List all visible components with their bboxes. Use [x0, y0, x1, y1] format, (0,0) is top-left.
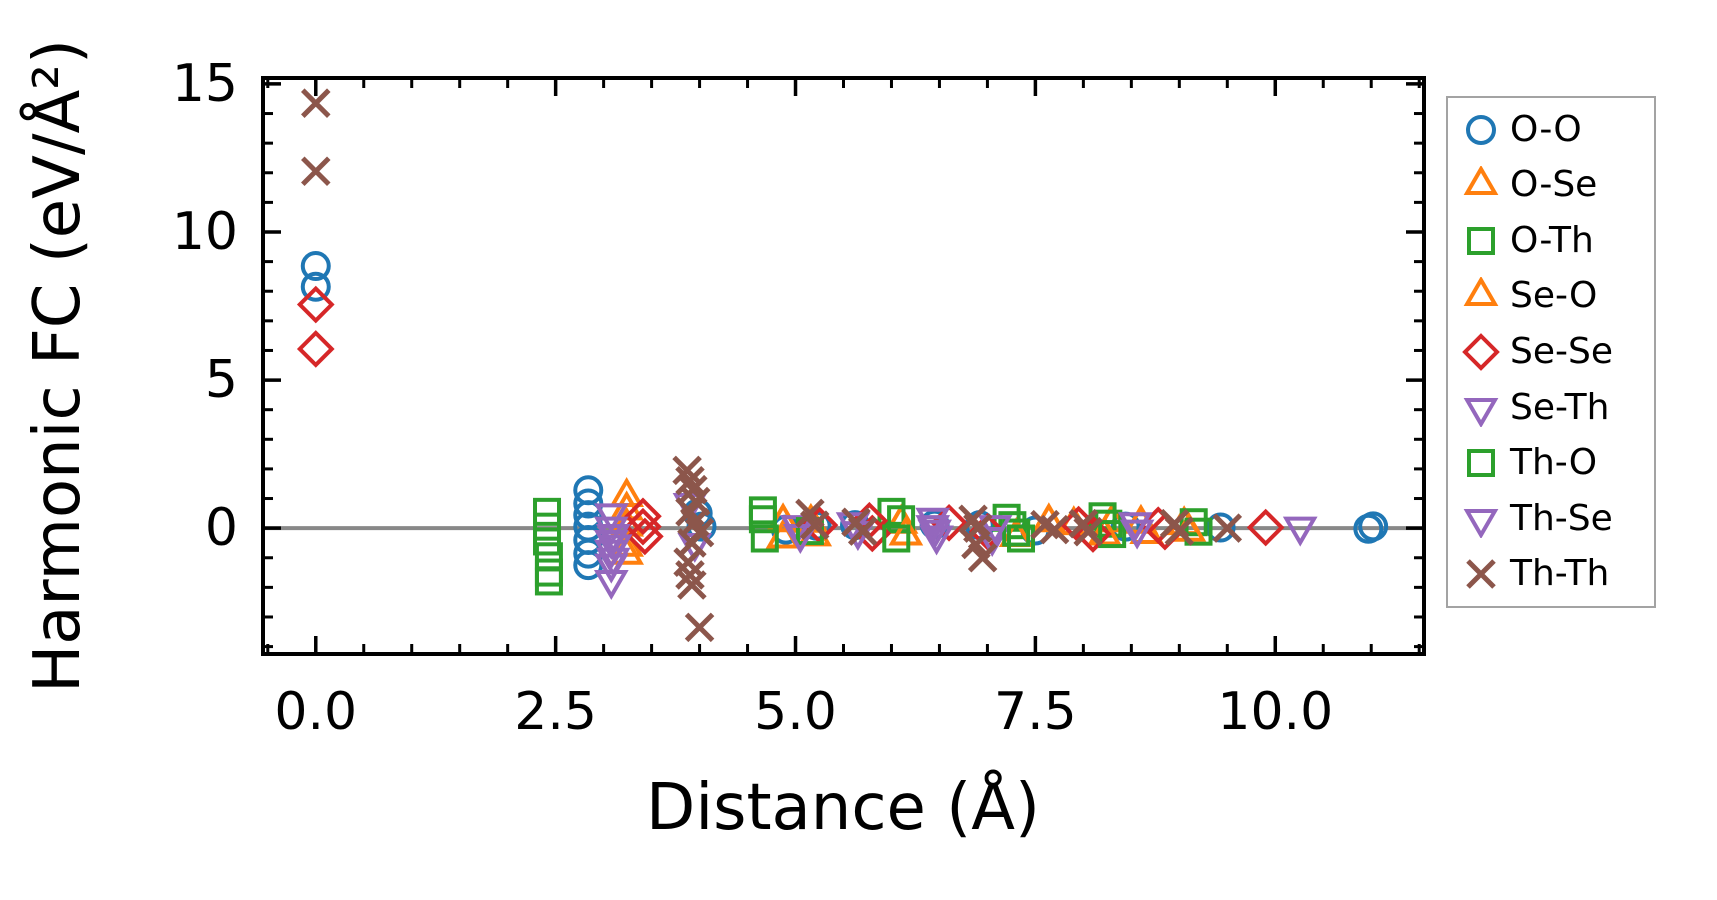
legend-item-o-th: O-Th [1460, 222, 1650, 260]
o-se-marker-icon [1463, 166, 1499, 196]
se-th-marker-icon [1463, 397, 1499, 427]
legend: O-O O-Se O-Th Se-O Se-Se Se-Th Th-O Th- [1446, 96, 1656, 608]
legend-label: O-Se [1510, 164, 1598, 206]
legend-label: Se-O [1510, 275, 1598, 317]
legend-item-se-se: Se-Se [1460, 333, 1650, 371]
legend-item-o-o: O-O [1460, 111, 1650, 149]
legend-item-th-se: Th-Se [1460, 500, 1650, 538]
o-th-marker-icon [1467, 226, 1495, 255]
th-se-marker-icon [1463, 508, 1499, 538]
series-th-th [301, 88, 1243, 643]
y-tick-label: 15 [172, 54, 238, 114]
x-tick-label: 10.0 [1217, 682, 1333, 742]
legend-item-se-o: Se-O [1460, 277, 1650, 315]
legend-label: Se-Th [1510, 386, 1610, 428]
o-o-marker-icon [1466, 114, 1496, 145]
th-o-marker-icon [1467, 449, 1495, 478]
y-tick-label: 0 [205, 498, 238, 558]
y-axis-label: Harmonic FC (eV/Å²) [19, 39, 95, 693]
legend-item-o-se: O-Se [1460, 166, 1650, 204]
axes-frame [261, 76, 1426, 656]
series-th-o [534, 517, 1213, 596]
tick-labels: 0.0 2.5 5.0 7.5 10.0 0 5 10 15 [172, 54, 1333, 742]
legend-label: O-Th [1510, 219, 1594, 261]
x-axis-label: Distance (Å) [646, 769, 1040, 845]
se-se-marker-icon [1462, 333, 1500, 371]
data-markers [296, 88, 1389, 643]
legend-label: Th-O [1510, 442, 1598, 484]
legend-label: Th-Se [1510, 497, 1613, 539]
legend-item-se-th: Se-Th [1460, 389, 1650, 427]
y-tick-label: 10 [172, 202, 238, 262]
x-tick-label: 5.0 [754, 682, 837, 742]
x-tick-label: 7.5 [994, 682, 1077, 742]
y-tick-label: 5 [205, 350, 238, 410]
legend-item-th-th: Th-Th [1460, 555, 1650, 593]
legend-item-th-o: Th-O [1460, 444, 1650, 482]
legend-label: Th-Th [1510, 553, 1610, 595]
x-tick-label: 2.5 [514, 682, 597, 742]
th-th-marker-icon [1466, 559, 1496, 589]
legend-label: Se-Se [1510, 330, 1613, 372]
se-o-marker-icon [1463, 277, 1499, 307]
x-tick-label: 0.0 [274, 682, 357, 742]
legend-label: O-O [1510, 108, 1582, 150]
